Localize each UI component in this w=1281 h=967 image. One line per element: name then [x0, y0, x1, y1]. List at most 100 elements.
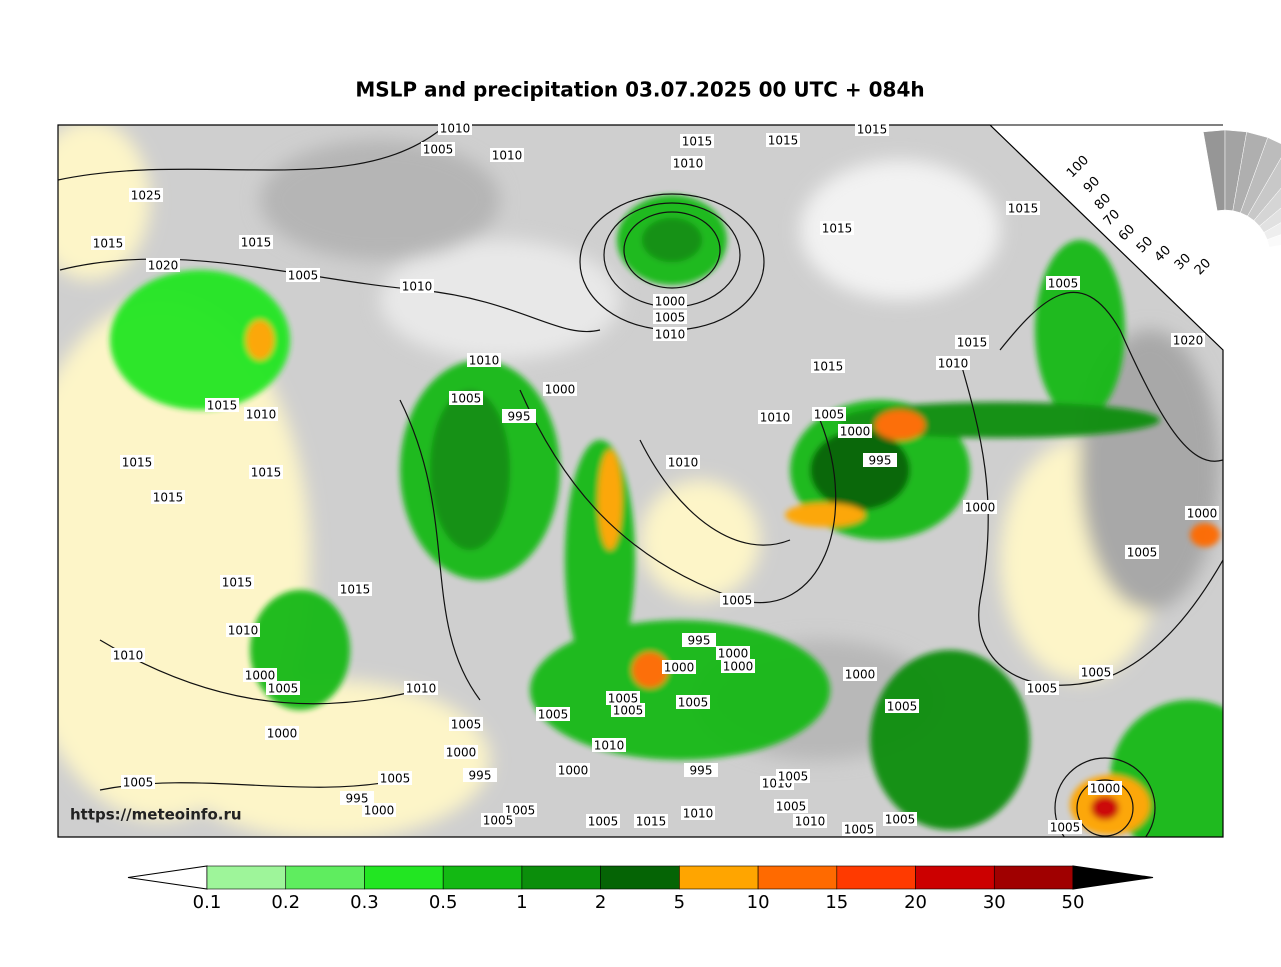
cloud-scale-label: 30 — [1172, 251, 1194, 273]
isobar-label: 1005 — [1050, 821, 1081, 835]
cloud-scale-label: 40 — [1152, 243, 1174, 265]
isobar-label: 1025 — [131, 189, 162, 203]
colorbar-box — [364, 866, 443, 889]
isobar-label: 1005 — [380, 772, 411, 786]
isobar-label: 1000 — [1187, 507, 1218, 521]
colorbar-label: 1 — [516, 892, 527, 913]
isobar-label: 995 — [508, 410, 531, 424]
isobar-label: 995 — [690, 764, 713, 778]
isobar-label: 1000 — [840, 425, 871, 439]
isobar-label: 1015 — [207, 399, 238, 413]
isobar-label: 1010 — [668, 456, 699, 470]
isobar-label: 1010 — [228, 624, 259, 638]
colorbar-box — [601, 866, 680, 889]
colorbar-label: 2 — [595, 892, 606, 913]
isobar-label: 1010 — [402, 280, 433, 294]
isobar-label: 1010 — [246, 408, 277, 422]
isobar-label: 1000 — [245, 669, 276, 683]
isobar-label: 1015 — [153, 491, 184, 505]
isobar-label: 1000 — [655, 295, 686, 309]
isobar-label: 1005 — [776, 800, 807, 814]
isobar-label: 1010 — [683, 807, 714, 821]
isobar-label: 995 — [469, 769, 492, 783]
isobar-label: 1005 — [778, 770, 809, 784]
isobar-label: 1015 — [682, 135, 713, 149]
colorbar-box — [994, 866, 1073, 889]
isobar-label: 1005 — [451, 392, 482, 406]
colorbar-box — [207, 866, 286, 889]
colorbar-box — [916, 866, 995, 889]
isobar-label: 1005 — [814, 408, 845, 422]
colorbar-label: 0.1 — [193, 892, 222, 913]
isobar-label: 1015 — [857, 123, 888, 137]
isobar-label: 1005 — [123, 776, 154, 790]
map — [10, 120, 1270, 860]
isobar-label: 1000 — [267, 727, 298, 741]
cloud-scale-segment — [1203, 130, 1225, 211]
isobar-label: 1005 — [588, 815, 619, 829]
isobar-label: 1005 — [1127, 546, 1158, 560]
isobar-label: 1000 — [664, 661, 695, 675]
colorbar-label: 0.5 — [429, 892, 458, 913]
cloud-scale-label: 90 — [1081, 174, 1103, 196]
isobar-label: 1000 — [558, 764, 589, 778]
isobar-label: 1005 — [268, 682, 299, 696]
isobar-label: 1015 — [813, 360, 844, 374]
colorbar-label: 50 — [1062, 892, 1085, 913]
colorbar-box — [679, 866, 758, 889]
isobar-label: 1000 — [723, 660, 754, 674]
isobar-label: 1000 — [718, 647, 749, 661]
colorbar-label: 0.2 — [271, 892, 300, 913]
isobar-label: 1015 — [251, 466, 282, 480]
isobar-label: 1005 — [885, 813, 916, 827]
isobar-label: 1005 — [288, 269, 319, 283]
isobar-label: 1010 — [440, 122, 471, 136]
colorbar-label: 20 — [904, 892, 927, 913]
colorbar-label: 15 — [825, 892, 848, 913]
isobar-label: 1000 — [364, 804, 395, 818]
colorbar-under — [128, 866, 207, 889]
isobar-label: 1015 — [636, 815, 667, 829]
isobar-label: 1000 — [965, 501, 996, 515]
isobar-label: 1005 — [1027, 682, 1058, 696]
isobar-label: 1005 — [538, 708, 569, 722]
isobar-label: 1000 — [1090, 782, 1121, 796]
colorbar-box — [286, 866, 365, 889]
isobar-label: 1010 — [795, 815, 826, 829]
isobar-label: 1005 — [423, 143, 454, 157]
isobar-label: 1005 — [722, 594, 753, 608]
isobar-label: 1015 — [822, 222, 853, 236]
isobar-label: 1010 — [760, 411, 791, 425]
isobar-label: 1015 — [122, 456, 153, 470]
isobar-label: 1005 — [844, 823, 875, 837]
isobar-label: 1010 — [406, 682, 437, 696]
isobar-label: 1015 — [93, 237, 124, 251]
isobar-label: 995 — [869, 454, 892, 468]
isobar-label: 1005 — [1048, 277, 1079, 291]
isobar-label: 1005 — [613, 704, 644, 718]
isobar-label: 1000 — [845, 668, 876, 682]
isobar-label: 1000 — [446, 746, 477, 760]
isobar-label: 1010 — [673, 157, 704, 171]
isobar-label: 1015 — [222, 576, 253, 590]
isobar-label: 1015 — [241, 236, 272, 250]
isobar-label: 995 — [688, 634, 711, 648]
isobar-label: 1005 — [1081, 666, 1112, 680]
isobar-label: 1005 — [678, 696, 709, 710]
colorbar-box — [522, 866, 601, 889]
source-url: https://meteoinfo.ru — [70, 806, 242, 824]
cloud-scale-label: 20 — [1192, 256, 1214, 278]
isobar-label: 1010 — [469, 354, 500, 368]
colorbar-over — [1073, 866, 1153, 889]
isobar-label: 1010 — [113, 649, 144, 663]
isobar-label: 1010 — [938, 357, 969, 371]
colorbar-box — [758, 866, 837, 889]
isobar-label: 1020 — [1173, 334, 1204, 348]
colorbar-label: 10 — [747, 892, 770, 913]
colorbar-box — [837, 866, 916, 889]
colorbar-label: 5 — [674, 892, 685, 913]
isobar-label: 1015 — [768, 134, 799, 148]
title: MSLP and precipitation 03.07.2025 00 UTC… — [355, 78, 924, 102]
